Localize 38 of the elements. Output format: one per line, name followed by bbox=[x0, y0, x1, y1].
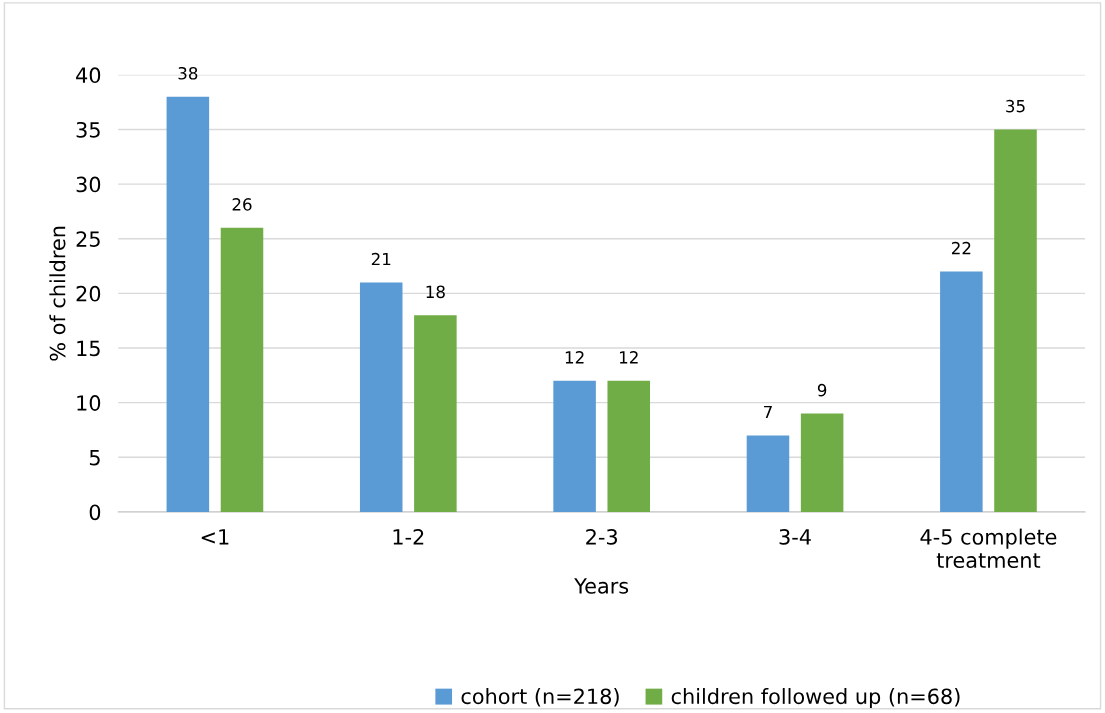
legend-label: cohort (n=218) bbox=[461, 688, 619, 707]
bar bbox=[166, 96, 210, 512]
y-tick-label: 30 bbox=[76, 176, 101, 193]
data-label: 12 bbox=[619, 351, 638, 364]
bar bbox=[994, 129, 1037, 512]
y-tick-label: 0 bbox=[89, 504, 101, 521]
bar bbox=[220, 227, 264, 512]
bar bbox=[414, 315, 457, 512]
y-axis-title: % of children bbox=[49, 226, 66, 361]
bar bbox=[800, 413, 844, 512]
y-tick-label: 15 bbox=[77, 340, 100, 357]
legend-label: children followed up (n=68) bbox=[671, 688, 960, 709]
x-tick-label: 1-2 bbox=[393, 528, 424, 545]
bar bbox=[607, 380, 651, 512]
data-label: 12 bbox=[565, 351, 584, 364]
y-tick-label: 25 bbox=[76, 231, 100, 247]
x-tick-label: 2-3 bbox=[586, 528, 618, 545]
y-tick-label: 35 bbox=[76, 121, 100, 138]
x-tick-label: <1 bbox=[201, 529, 229, 545]
x-tick-label: 3-4 bbox=[779, 528, 811, 545]
bar bbox=[746, 435, 790, 512]
data-label: 26 bbox=[232, 198, 252, 211]
bar bbox=[359, 282, 403, 512]
data-label: 7 bbox=[764, 405, 772, 419]
data-label: 22 bbox=[951, 241, 971, 255]
bar bbox=[940, 271, 983, 512]
data-label: 18 bbox=[426, 285, 445, 299]
y-tick-label: 20 bbox=[76, 285, 101, 302]
data-label: 35 bbox=[1006, 99, 1025, 113]
y-tick-label: 40 bbox=[76, 67, 101, 84]
bar bbox=[553, 380, 596, 512]
data-label: 21 bbox=[371, 252, 391, 266]
data-label: 38 bbox=[178, 66, 198, 80]
x-tick-label: 4-5 complete treatment bbox=[920, 528, 1057, 569]
y-tick-label: 5 bbox=[89, 450, 100, 466]
x-axis-title: Years bbox=[574, 578, 629, 594]
data-label: 9 bbox=[817, 383, 827, 397]
y-tick-label: 10 bbox=[77, 395, 101, 411]
